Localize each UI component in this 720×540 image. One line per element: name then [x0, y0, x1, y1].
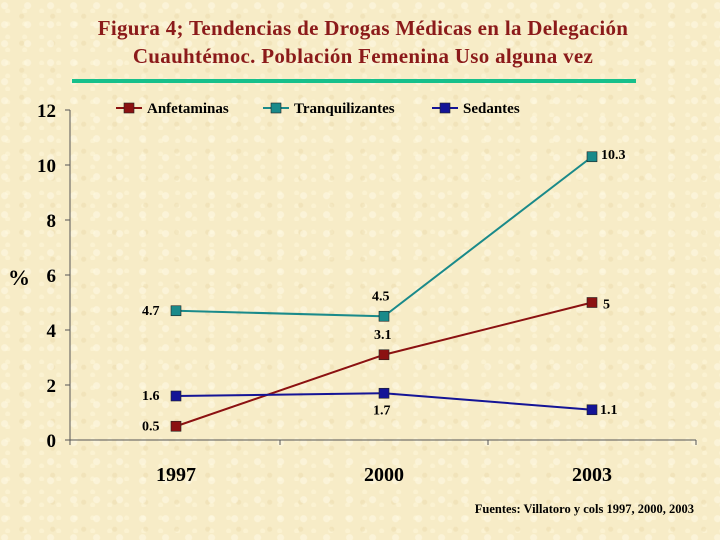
legend: Anfetaminas Tranquilizantes Sedantes [116, 101, 520, 117]
legend-label: Anfetaminas [147, 101, 229, 117]
data-label: 3.1 [374, 328, 392, 343]
legend-label: Tranquilizantes [294, 101, 395, 117]
y-tick-label: 12 [37, 101, 56, 122]
data-point-marker [378, 387, 390, 399]
y-tick-label: 0 [47, 431, 57, 452]
chart-title-line1: Figura 4; Tendencias de Drogas Médicas e… [97, 16, 629, 40]
data-label: 1.7 [373, 403, 391, 418]
data-label: 4.7 [142, 304, 160, 319]
source-note: Fuentes: Villatoro y cols 1997, 2000, 20… [474, 502, 694, 516]
x-tick-label: 1997 [156, 464, 196, 486]
y-tick-label: 2 [47, 376, 57, 397]
y-tick-label: 6 [47, 266, 57, 287]
x-tick-label: 2000 [364, 464, 404, 486]
x-tick-label: 2003 [572, 464, 612, 486]
data-point-marker [586, 297, 598, 308]
data-labels: 0.5 3.1 5 4.7 4.5 10.3 1.6 1.7 1.1 [142, 148, 626, 435]
y-axis-label: % [8, 265, 30, 290]
y-tick-label: 4 [47, 321, 57, 342]
legend-marker [123, 102, 135, 114]
y-tick-label: 10 [37, 156, 56, 177]
chart-title: Figura 4; Tendencias de Drogas Médicas e… [0, 14, 720, 70]
axes: 0 2 4 6 8 10 12% 1997 2000 2003 [8, 101, 697, 486]
data-label: 1.1 [600, 403, 618, 418]
data-label: 4.5 [372, 289, 390, 304]
title-underline [72, 79, 636, 83]
legend-marker [439, 102, 451, 114]
chart-title-line2: Cuauhtémoc. Población Femenina Uso algun… [132, 44, 594, 68]
series-group [170, 151, 598, 432]
data-point-marker [170, 420, 182, 432]
data-label: 5 [603, 298, 610, 313]
data-point-marker [170, 305, 182, 317]
data-point-marker [378, 349, 390, 361]
legend-marker [270, 102, 282, 114]
data-point-marker [378, 310, 390, 322]
data-label: 1.6 [142, 389, 160, 404]
data-label: 0.5 [142, 419, 160, 434]
data-point-marker [170, 390, 182, 402]
legend-label: Sedantes [463, 101, 520, 117]
data-point-marker [586, 404, 598, 416]
data-point-marker [586, 151, 598, 163]
y-tick-label: 8 [47, 211, 57, 232]
data-label: 10.3 [601, 148, 626, 163]
